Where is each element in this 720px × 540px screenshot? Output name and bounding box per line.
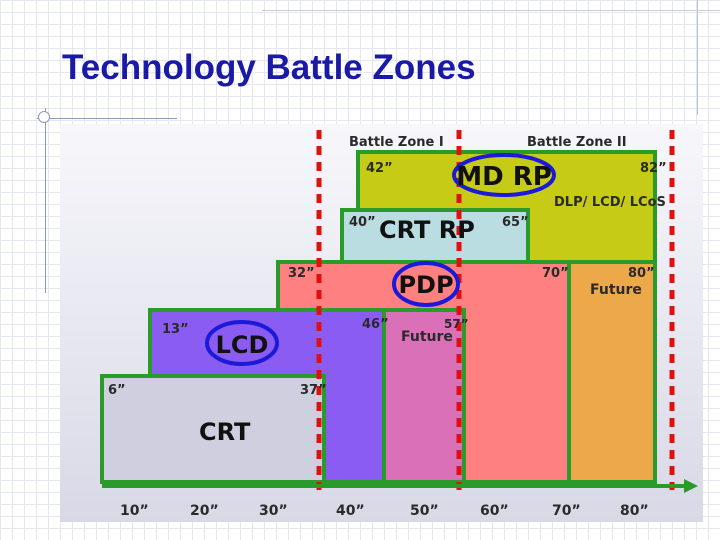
axis-tick-label: 80”	[620, 503, 649, 519]
slide-title: Technology Battle Zones	[62, 48, 476, 87]
axis-tick-label: 70”	[552, 503, 581, 519]
zone-header-1: Battle Zone I	[349, 135, 444, 150]
lcd-highlight-circle	[205, 320, 279, 366]
axis-tick-label: 50”	[410, 503, 439, 519]
future-57-label: Future	[401, 329, 453, 345]
axis-tick-label: 30”	[259, 503, 288, 519]
lcd-label: LCD	[216, 331, 269, 359]
md-rp-from-label: 42”	[366, 161, 393, 176]
x-axis-arrowhead	[684, 479, 698, 493]
axis-tick-label: 20”	[190, 503, 219, 519]
decorative-horizontal-line	[37, 118, 177, 119]
crt-to-label: 37”	[300, 383, 327, 398]
future-57-value: 57”	[444, 317, 469, 331]
battle-zones-figure: Battle Zone I Battle Zone II 42” 82” MD …	[60, 124, 703, 522]
axis-tick-label: 60”	[480, 503, 509, 519]
future-80-value: 80”	[628, 266, 655, 281]
pdp-to-label: 70”	[542, 266, 569, 281]
lcd-to-label: 46”	[362, 317, 389, 332]
crt-from-label: 6”	[108, 383, 126, 398]
crt-rp-from-label: 40”	[349, 215, 376, 230]
future-80-region	[567, 260, 657, 484]
future-57-region	[382, 308, 466, 484]
crt-label: CRT	[199, 418, 251, 446]
decorative-horizontal-line-top	[262, 10, 720, 11]
axis-tick-label: 40”	[336, 503, 365, 519]
decorative-vertical-line-right	[697, 0, 698, 115]
decorative-circle	[38, 111, 50, 123]
pdp-label: PDP	[398, 271, 453, 299]
battle-zones-diagram: Battle Zone I Battle Zone II 42” 82” MD …	[100, 130, 698, 519]
zone-header-2: Battle Zone II	[527, 135, 627, 150]
crt-rp-label: CRT RP	[379, 216, 475, 244]
md-rp-note: DLP/ LCD/ LCoS	[554, 195, 666, 210]
crt-rp-to-label: 65”	[502, 215, 529, 230]
pdp-highlight-circle	[392, 261, 460, 307]
md-rp-to-label: 82”	[640, 161, 667, 176]
decorative-vertical-line	[45, 108, 46, 293]
pdp-from-label: 32”	[288, 266, 315, 281]
future-80-label: Future	[590, 282, 642, 298]
axis-tick-label: 10”	[120, 503, 149, 519]
md-rp-label: MD RP	[456, 162, 552, 192]
md-rp-highlight-circle	[452, 153, 556, 197]
crt-region	[100, 374, 326, 484]
lcd-from-label: 13”	[162, 322, 189, 337]
